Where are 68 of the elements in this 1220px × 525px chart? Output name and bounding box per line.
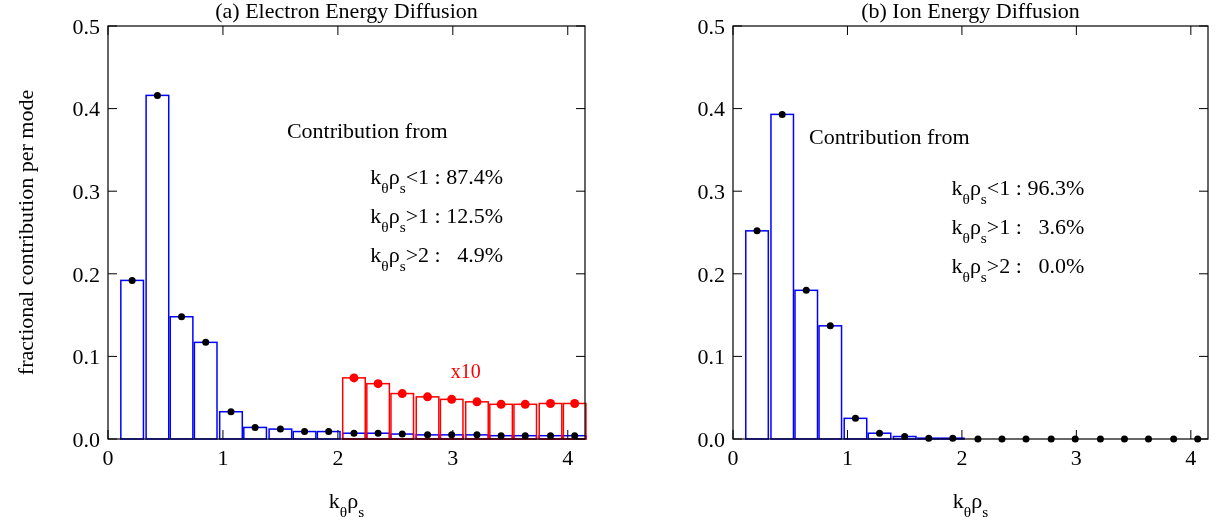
point (276, 425, 284, 433)
annotation: x10 (450, 360, 481, 382)
annotation: Contribution from (286, 118, 448, 143)
annotation: k$_{θ}$ρ$_{s}$>2 : 0.0% (951, 253, 1085, 285)
point (753, 227, 761, 235)
x-tick-label: 0 (727, 445, 739, 470)
chart-title: (a) Electron Energy Diffusion (215, 0, 478, 23)
point (520, 399, 530, 409)
point (521, 432, 529, 440)
point (202, 338, 210, 346)
y-tick-label: 0.3 (72, 178, 100, 204)
annotation: k$_{θ}$ρ$_{s}$>1 : 12.5% (370, 203, 504, 235)
point (851, 414, 859, 422)
y-tick-label: 0.2 (697, 261, 725, 287)
x-tick-label: 4 (562, 445, 574, 470)
point (472, 397, 482, 407)
x-axis-title: k$_{θ}$ρ$_{s}$ (952, 488, 989, 520)
annotation: k$_{θ}$ρ$_{s}$<1 : 87.4% (370, 164, 504, 196)
point (251, 423, 259, 431)
chart-title: (b) Ion Energy Diffusion (861, 0, 1080, 23)
x-tick-label: 0 (102, 445, 114, 470)
x-tick-label: 3 (447, 445, 459, 470)
point (424, 431, 432, 439)
x-tick-label: 1 (217, 445, 229, 470)
point (547, 432, 555, 440)
x-tick-label: 4 (1185, 445, 1197, 470)
x-tick-label: 2 (956, 445, 968, 470)
annotation: k$_{θ}$ρ$_{s}$<1 : 96.3% (951, 175, 1085, 207)
point (398, 430, 406, 438)
point (349, 373, 359, 383)
y-tick-label: 0.1 (72, 344, 100, 370)
x-tick-label: 3 (1070, 445, 1082, 470)
y-tick-label: 0.2 (72, 261, 100, 287)
point (473, 431, 481, 439)
point (374, 429, 382, 437)
point (350, 429, 358, 437)
annotation: k$_{θ}$ρ$_{s}$>1 : 3.6% (951, 214, 1085, 246)
y-tick-label: 0.5 (72, 13, 100, 39)
x-tick-label: 1 (841, 445, 853, 470)
y-tick-label: 0.4 (72, 96, 100, 122)
point (423, 392, 433, 402)
x-tick-label: 2 (332, 445, 344, 470)
point (802, 286, 810, 294)
point (447, 394, 457, 404)
point (778, 110, 786, 118)
point (876, 429, 884, 437)
point (128, 276, 136, 284)
point (826, 322, 834, 330)
point (178, 313, 186, 321)
point (153, 91, 161, 99)
point (497, 432, 505, 440)
y-tick-label: 0.0 (72, 426, 100, 452)
point (571, 432, 579, 440)
annotation: Contribution from (809, 124, 970, 149)
point (496, 399, 506, 409)
y-tick-label: 0.1 (697, 344, 725, 370)
y-tick-label: 0.0 (697, 426, 725, 452)
point (397, 389, 407, 399)
point (373, 379, 383, 389)
y-tick-label: 0.5 (697, 13, 725, 39)
y-tick-label: 0.4 (697, 96, 725, 122)
x-axis-title: k$_{θ}$ρ$_{s}$ (328, 488, 365, 520)
annotation: k$_{θ}$ρ$_{s}$>2 : 4.9% (370, 242, 504, 274)
point (546, 398, 556, 408)
point (227, 408, 235, 416)
point (570, 398, 580, 408)
y-tick-label: 0.3 (697, 178, 725, 204)
y-axis-title: fractional contribution per mode (13, 89, 38, 376)
